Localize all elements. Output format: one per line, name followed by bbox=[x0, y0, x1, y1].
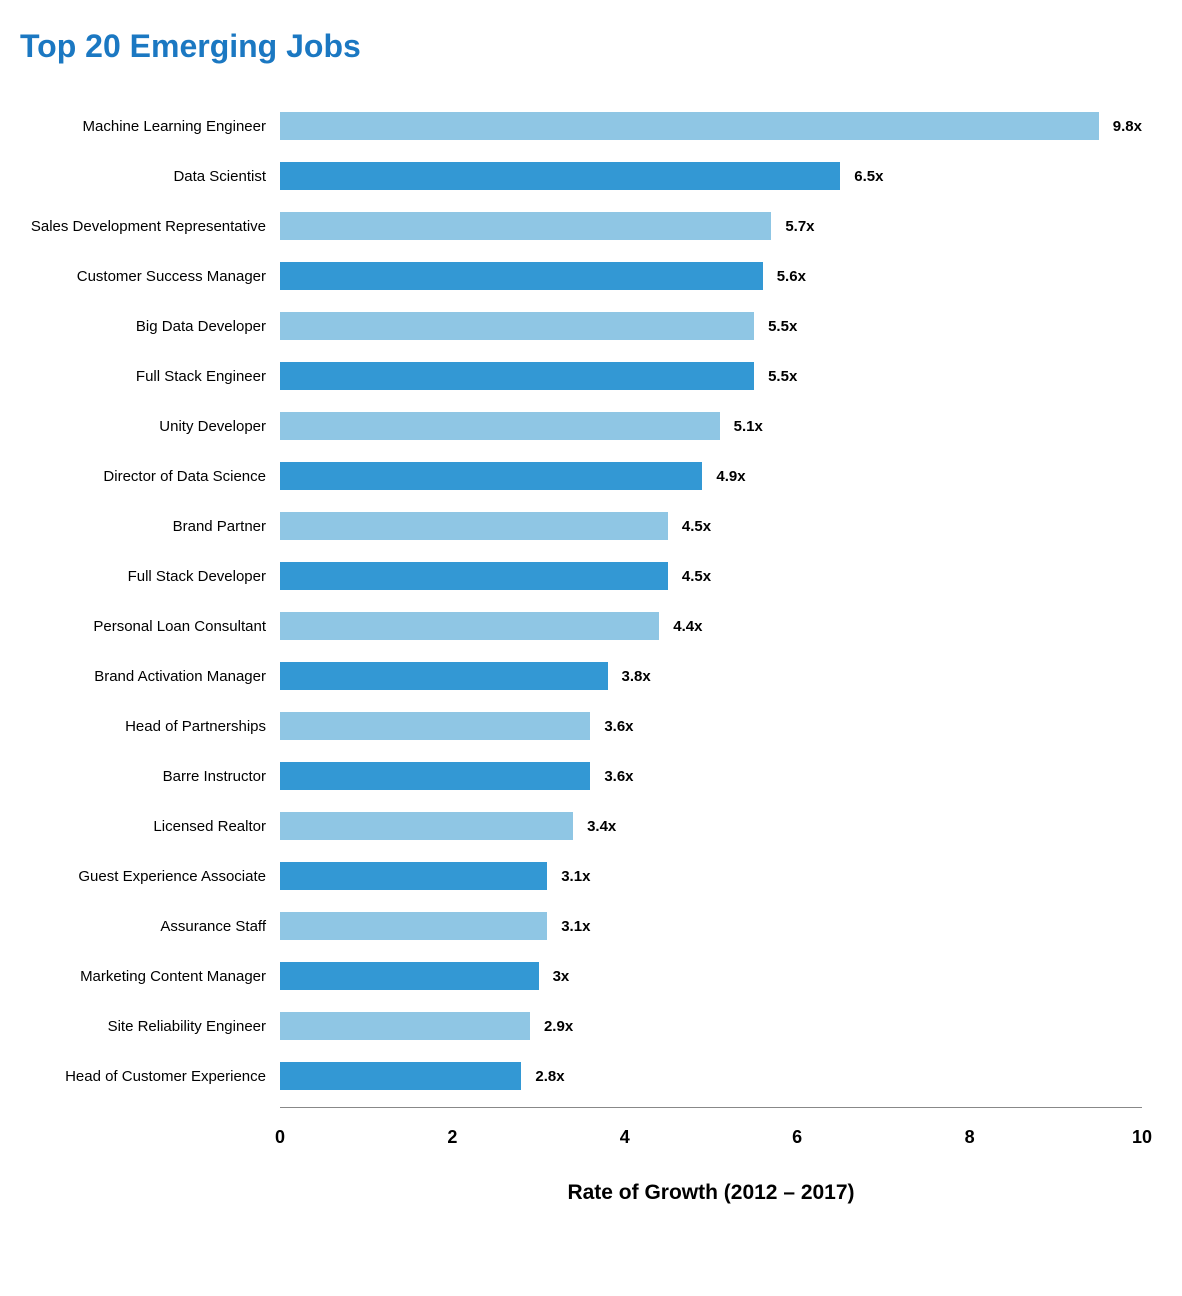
chart-page: Top 20 Emerging Jobs Machine Learning En… bbox=[0, 0, 1182, 1265]
bar-row: 4.9x bbox=[280, 451, 1142, 501]
category-label: Unity Developer bbox=[20, 401, 280, 451]
bar bbox=[280, 762, 590, 790]
bar bbox=[280, 112, 1099, 140]
bar-row: 3.4x bbox=[280, 801, 1142, 851]
bar bbox=[280, 162, 840, 190]
bar-row: 4.4x bbox=[280, 601, 1142, 651]
bar-value-label: 9.8x bbox=[1113, 118, 1142, 135]
x-tick: 0 bbox=[275, 1127, 285, 1148]
x-axis-line bbox=[280, 1107, 1142, 1108]
bar-row: 3.6x bbox=[280, 701, 1142, 751]
bar-value-label: 6.5x bbox=[854, 168, 883, 185]
x-tick: 10 bbox=[1132, 1127, 1152, 1148]
bar-row: 3.1x bbox=[280, 901, 1142, 951]
bar bbox=[280, 862, 547, 890]
bar bbox=[280, 512, 668, 540]
x-tick: 8 bbox=[965, 1127, 975, 1148]
bar-row: 4.5x bbox=[280, 501, 1142, 551]
bar-row: 5.5x bbox=[280, 301, 1142, 351]
category-label: Head of Customer Experience bbox=[20, 1051, 280, 1101]
x-axis-ticks: 0246810 bbox=[280, 1117, 1142, 1157]
bar-value-label: 4.5x bbox=[682, 568, 711, 585]
category-label: Customer Success Manager bbox=[20, 251, 280, 301]
category-label: Head of Partnerships bbox=[20, 701, 280, 751]
bar-value-label: 5.5x bbox=[768, 318, 797, 335]
category-label: Assurance Staff bbox=[20, 901, 280, 951]
bar-row: 2.9x bbox=[280, 1001, 1142, 1051]
bar-row: 3x bbox=[280, 951, 1142, 1001]
x-axis-label: Rate of Growth (2012 – 2017) bbox=[280, 1181, 1142, 1205]
plot-area: 9.8x 6.5x 5.7x 5.6x 5.5x 5.5x 5.1x 4.9x 4.5x 4.5x… bbox=[280, 101, 1142, 1205]
category-label: Marketing Content Manager bbox=[20, 951, 280, 1001]
bar bbox=[280, 612, 659, 640]
bar bbox=[280, 462, 702, 490]
category-label: Site Reliability Engineer bbox=[20, 1001, 280, 1051]
bar bbox=[280, 962, 539, 990]
category-label: Data Scientist bbox=[20, 151, 280, 201]
bar-value-label: 4.9x bbox=[716, 468, 745, 485]
bar-value-label: 5.7x bbox=[785, 218, 814, 235]
bar bbox=[280, 662, 608, 690]
bar-value-label: 5.5x bbox=[768, 368, 797, 385]
bar-row: 3.6x bbox=[280, 751, 1142, 801]
bar-row: 5.6x bbox=[280, 251, 1142, 301]
bar-value-label: 5.1x bbox=[734, 418, 763, 435]
category-label: Licensed Realtor bbox=[20, 801, 280, 851]
category-label: Guest Experience Associate bbox=[20, 851, 280, 901]
bar bbox=[280, 362, 754, 390]
bar-row: 3.1x bbox=[280, 851, 1142, 901]
bar-row: 2.8x bbox=[280, 1051, 1142, 1101]
bars-container: 9.8x 6.5x 5.7x 5.6x 5.5x 5.5x 5.1x 4.9x 4.5x 4.5x… bbox=[280, 101, 1142, 1101]
category-label: Big Data Developer bbox=[20, 301, 280, 351]
category-label: Machine Learning Engineer bbox=[20, 101, 280, 151]
bar-row: 6.5x bbox=[280, 151, 1142, 201]
category-label: Sales Development Representative bbox=[20, 201, 280, 251]
category-label: Director of Data Science bbox=[20, 451, 280, 501]
bar-row: 5.5x bbox=[280, 351, 1142, 401]
bar bbox=[280, 1012, 530, 1040]
category-label: Barre Instructor bbox=[20, 751, 280, 801]
bar bbox=[280, 262, 763, 290]
bar-value-label: 3.6x bbox=[604, 768, 633, 785]
bar-value-label: 4.5x bbox=[682, 518, 711, 535]
bar bbox=[280, 562, 668, 590]
bar bbox=[280, 1062, 521, 1090]
bar-row: 9.8x bbox=[280, 101, 1142, 151]
bar-row: 3.8x bbox=[280, 651, 1142, 701]
bar bbox=[280, 412, 720, 440]
bar-value-label: 2.8x bbox=[535, 1068, 564, 1085]
category-label: Full Stack Engineer bbox=[20, 351, 280, 401]
bar-value-label: 3x bbox=[553, 968, 570, 985]
x-tick: 2 bbox=[447, 1127, 457, 1148]
bar bbox=[280, 212, 771, 240]
bar bbox=[280, 912, 547, 940]
bar-value-label: 3.4x bbox=[587, 818, 616, 835]
bar bbox=[280, 712, 590, 740]
bar-value-label: 2.9x bbox=[544, 1018, 573, 1035]
category-label: Brand Activation Manager bbox=[20, 651, 280, 701]
chart-title: Top 20 Emerging Jobs bbox=[20, 28, 1142, 65]
bar-value-label: 3.1x bbox=[561, 868, 590, 885]
x-tick: 6 bbox=[792, 1127, 802, 1148]
chart-body: Machine Learning EngineerData ScientistS… bbox=[20, 101, 1142, 1205]
x-tick: 4 bbox=[620, 1127, 630, 1148]
bar-value-label: 3.8x bbox=[622, 668, 651, 685]
bar bbox=[280, 312, 754, 340]
bar-row: 5.7x bbox=[280, 201, 1142, 251]
category-label: Personal Loan Consultant bbox=[20, 601, 280, 651]
category-label: Full Stack Developer bbox=[20, 551, 280, 601]
bar-row: 5.1x bbox=[280, 401, 1142, 451]
bar-value-label: 3.6x bbox=[604, 718, 633, 735]
bar-row: 4.5x bbox=[280, 551, 1142, 601]
bar bbox=[280, 812, 573, 840]
bar-value-label: 5.6x bbox=[777, 268, 806, 285]
bar-value-label: 3.1x bbox=[561, 918, 590, 935]
bar-value-label: 4.4x bbox=[673, 618, 702, 635]
category-label: Brand Partner bbox=[20, 501, 280, 551]
y-axis-labels: Machine Learning EngineerData ScientistS… bbox=[20, 101, 280, 1205]
